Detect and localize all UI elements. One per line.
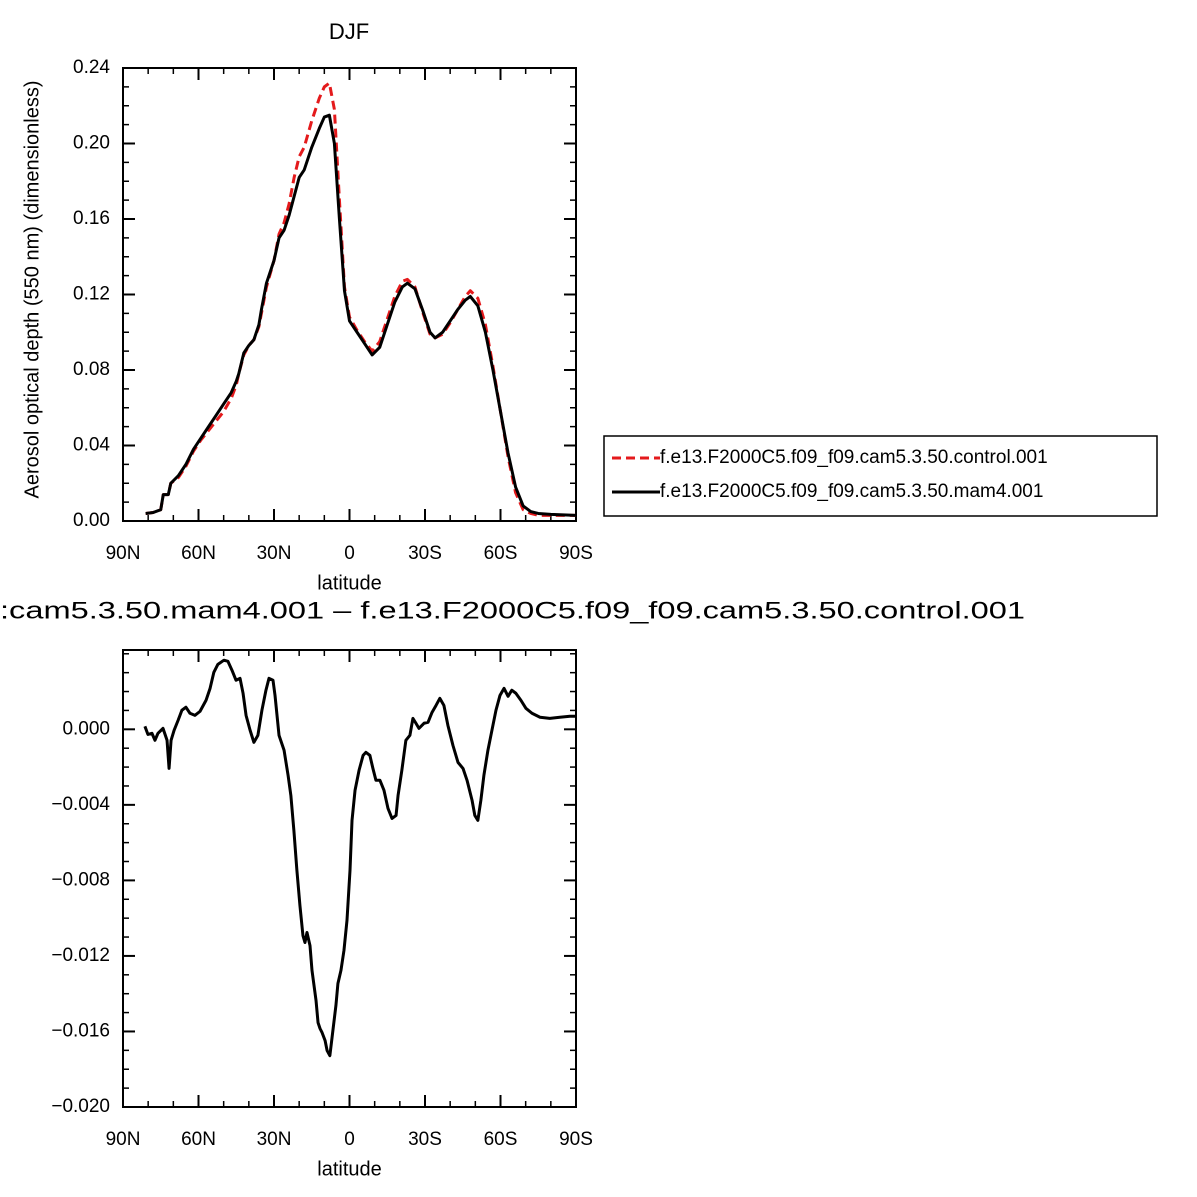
data-line	[145, 113, 577, 517]
x-tick-label: 60N	[181, 543, 216, 564]
x-tick-label: 0	[344, 543, 355, 564]
x-tick-label: 30S	[408, 543, 442, 564]
y-tick-label: 0.08	[73, 359, 110, 380]
x-tick-label: 90N	[106, 1129, 141, 1150]
x-tick-label: 30N	[257, 1129, 292, 1150]
x-axis-label: latitude	[317, 572, 382, 594]
x-tick-label: 90S	[559, 543, 593, 564]
chart-title: DJF	[329, 19, 369, 44]
chart-title: :cam5.3.50.mam4.001 – f.e13.F2000C5.f09_…	[0, 597, 1025, 624]
x-tick-label: 60S	[484, 543, 518, 564]
x-axis-label: latitude	[317, 1158, 382, 1180]
x-tick-label: 30S	[408, 1129, 442, 1150]
legend-label: f.e13.F2000C5.f09_f09.cam5.3.50.mam4.001	[660, 481, 1043, 502]
y-tick-label: 0.16	[73, 208, 110, 229]
y-tick-label: 0.12	[73, 284, 110, 305]
x-tick-label: 30N	[257, 543, 292, 564]
y-tick-label: −0.016	[51, 1020, 110, 1041]
x-tick-label: 0	[344, 1129, 355, 1150]
data-line	[145, 81, 576, 517]
y-tick-label: 0.04	[73, 435, 110, 456]
legend-label: f.e13.F2000C5.f09_f09.cam5.3.50.control.…	[660, 447, 1048, 468]
y-tick-label: −0.020	[51, 1096, 110, 1117]
data-line	[143, 658, 576, 1058]
y-tick-label: 0.20	[73, 133, 110, 154]
legend-box	[603, 435, 1158, 517]
y-tick-label: −0.004	[51, 794, 110, 815]
x-tick-label: 90S	[559, 1129, 593, 1150]
y-tick-label: 0.000	[62, 718, 110, 739]
y-tick-label: 0.00	[73, 510, 110, 531]
x-tick-label: 60S	[484, 1129, 518, 1150]
x-tick-label: 90N	[106, 543, 141, 564]
y-tick-label: −0.008	[51, 869, 110, 890]
y-tick-label: 0.24	[73, 57, 110, 78]
y-tick-label: −0.012	[51, 945, 110, 966]
y-axis-label: Aerosol optical depth (550 nm) (dimensio…	[21, 81, 43, 499]
x-tick-label: 60N	[181, 1129, 216, 1150]
